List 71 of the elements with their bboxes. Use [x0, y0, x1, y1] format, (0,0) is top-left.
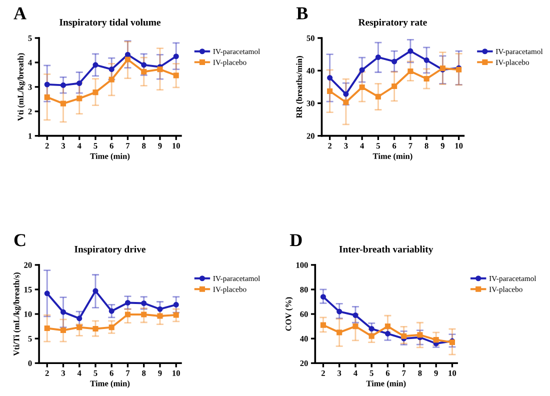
x-tick-label: 7: [408, 143, 412, 149]
y-axis-title: Vti/Ti (mL/kg/breath/s): [13, 272, 21, 356]
y-tick-label: 1: [28, 133, 32, 139]
x-tick-label: 9: [440, 143, 444, 149]
y-tick-label: 40: [306, 68, 314, 74]
x-tick-label: 8: [142, 370, 146, 376]
x-tick-label: 9: [434, 370, 438, 376]
x-tick-label: 8: [424, 143, 428, 149]
x-tick-label: 3: [338, 370, 342, 376]
x-axis-title: Time (min): [366, 380, 406, 388]
x-tick-label: 10: [455, 143, 463, 149]
y-tick-label: 4: [28, 60, 32, 66]
y-tick-label: 100: [296, 262, 308, 268]
x-tick-label: 10: [172, 370, 180, 376]
y-tick-label: 2: [28, 108, 32, 114]
chart-title: Inspiratory drive: [74, 246, 146, 255]
y-tick-label: 5: [28, 35, 32, 41]
y-tick-label: 80: [300, 286, 308, 292]
y-axis-title: COV (%): [285, 297, 293, 331]
y-tick-label: 15: [24, 286, 32, 292]
chart-title: Inspiratory tidal volume: [60, 18, 161, 28]
y-tick-label: 10: [24, 311, 32, 317]
y-tick-label: 40: [300, 336, 308, 342]
x-tick-label: 2: [45, 370, 49, 376]
y-tick-label: 0: [28, 360, 32, 366]
x-tick-label: 7: [126, 143, 130, 149]
x-tick-label: 5: [94, 370, 98, 376]
y-tick-label: 5: [28, 336, 32, 342]
x-tick-label: 2: [321, 370, 325, 376]
y-tick-label: 60: [300, 311, 308, 317]
x-tick-label: 5: [94, 143, 98, 149]
x-tick-label: 4: [360, 143, 364, 149]
chart-title: Respiratory rate: [358, 18, 427, 28]
x-axis-title: Time (min): [90, 380, 130, 388]
x-tick-label: 3: [61, 143, 66, 149]
x-tick-label: 2: [45, 143, 49, 149]
y-tick-label: 20: [300, 360, 308, 366]
text: D: [290, 234, 302, 246]
y-tick-label: 20: [306, 133, 314, 139]
x-tick-label: 10: [172, 143, 180, 149]
x-tick-label: 4: [77, 143, 82, 149]
x-tick-label: 4: [353, 370, 358, 376]
x-tick-label: 5: [370, 370, 374, 376]
x-tick-label: 6: [392, 143, 396, 149]
x-tick-label: 10: [448, 370, 456, 376]
text: C: [14, 234, 26, 246]
x-axis-title: Time (min): [372, 153, 412, 161]
chart-title: Inter-breath variablity: [339, 246, 434, 255]
x-tick-label: 7: [126, 370, 130, 376]
x-tick-label: 8: [418, 370, 422, 376]
text: B: [296, 7, 308, 20]
x-tick-label: 6: [110, 143, 114, 149]
x-tick-label: 2: [328, 143, 332, 149]
x-tick-label: 3: [344, 143, 348, 149]
y-tick-label: 30: [306, 100, 314, 106]
x-axis-title: Time (min): [90, 153, 130, 161]
text: A: [14, 7, 26, 20]
x-tick-label: 6: [386, 370, 390, 376]
x-tick-label: 6: [110, 370, 114, 376]
y-tick-label: 20: [24, 262, 32, 268]
x-tick-label: 5: [376, 143, 380, 149]
x-tick-label: 9: [158, 143, 162, 149]
y-axis-title: RR (breaths/min): [296, 56, 304, 118]
x-tick-label: 9: [158, 370, 162, 376]
y-tick-label: 3: [28, 84, 32, 90]
x-tick-label: 8: [142, 143, 146, 149]
y-axis-title: Vti (mL/kg/breath): [18, 53, 26, 121]
x-tick-label: 7: [402, 370, 406, 376]
x-tick-label: 3: [61, 370, 66, 376]
y-tick-label: 50: [306, 35, 314, 41]
x-tick-label: 4: [77, 370, 82, 376]
